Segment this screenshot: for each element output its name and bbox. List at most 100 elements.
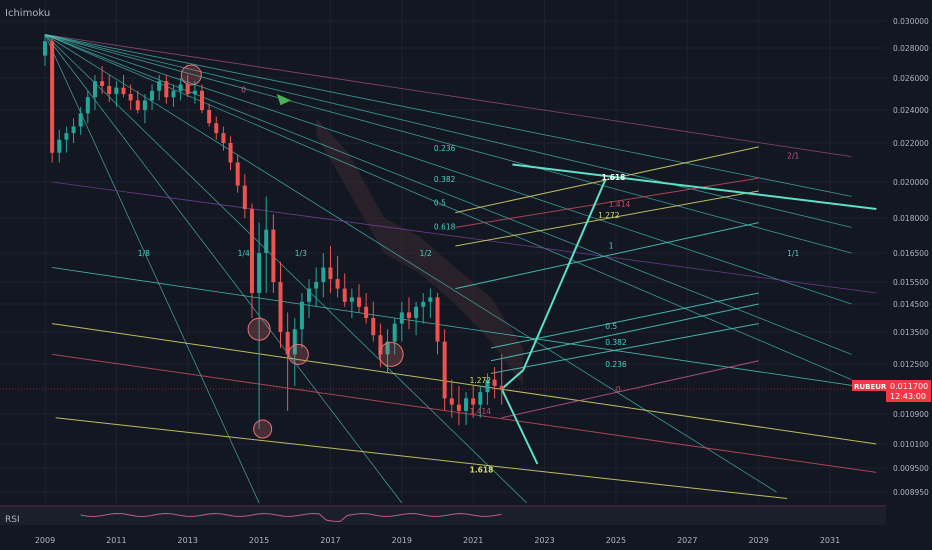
flag-marker [276, 94, 292, 106]
fib-level-label: 1/3 [295, 249, 307, 258]
candle-body [385, 341, 390, 355]
candle-body [207, 110, 212, 124]
candle-body [135, 100, 140, 110]
candle-body [271, 229, 276, 282]
candle-body [321, 267, 326, 282]
candle-body [442, 341, 447, 399]
channel-line [52, 353, 877, 473]
time-tick-label: 2031 [820, 536, 840, 545]
candle-body [78, 113, 83, 127]
fan-line [44, 34, 852, 380]
fib-level-label: 0.5 [605, 322, 617, 331]
projection-line [455, 146, 759, 214]
candle-body [85, 97, 90, 114]
candle-body [200, 90, 204, 110]
candle-body [114, 87, 119, 94]
candle-body [278, 282, 283, 332]
candle-body [71, 126, 76, 134]
candle-body [335, 279, 340, 289]
fib-level-label: 1.414 [470, 407, 492, 416]
projection-line [455, 190, 759, 247]
time-axis[interactable]: 2009 2011 2013 2015 2017 2019 2021 2023 2025 2027… [0, 530, 932, 550]
candle-body [257, 253, 262, 293]
candle-body [185, 84, 190, 94]
symbol-badge: RUBEUR 0.011700 12:43:00 [852, 380, 931, 402]
candle-body [449, 398, 454, 405]
price-tag [886, 380, 931, 402]
fib-level-label: 1.272 [470, 376, 492, 385]
candle-body [121, 87, 126, 94]
target-line [512, 163, 877, 210]
candle-body [100, 81, 105, 86]
candle-body [192, 90, 197, 94]
candle-body [328, 267, 333, 280]
channel-line [52, 323, 877, 445]
candle-body [414, 306, 419, 318]
candle-body [264, 229, 269, 253]
candle-body [299, 301, 304, 330]
circle-mark [247, 317, 271, 341]
candle-body [378, 335, 383, 355]
price-tick-label: 0.010900 [893, 410, 929, 419]
price-axis-bg [886, 0, 932, 530]
time-tick-label: 2029 [748, 536, 768, 545]
projection-line [455, 177, 759, 228]
fan-line [44, 34, 852, 197]
fan-line [44, 34, 777, 493]
price-tick-label: 0.024000 [893, 106, 929, 115]
circle-mark [378, 341, 404, 367]
candle-body [307, 288, 312, 302]
candles [43, 34, 504, 429]
fib-level-label: 0.618 [434, 223, 456, 232]
candle-body [150, 90, 155, 101]
time-axis-bg [0, 530, 932, 550]
indicator-label[interactable]: Ichimoku [5, 8, 50, 19]
candle-body [249, 209, 254, 293]
fib-level-label: 1/2 [420, 249, 432, 258]
price-tick-label: 0.008950 [893, 488, 929, 497]
fan-line [44, 34, 403, 504]
projection-path-up [501, 179, 607, 390]
candle-body [221, 133, 226, 143]
fib-level-label: 1.618 [602, 173, 626, 182]
time-tick-label: 2011 [106, 536, 126, 545]
candle-body [235, 162, 240, 186]
price-tick-label: 0.020000 [893, 178, 929, 187]
time-tick-label: 2023 [534, 536, 554, 545]
candle-body [471, 398, 476, 405]
fan-line [44, 34, 852, 158]
candle-body [464, 398, 469, 411]
price-tick-label: 0.026000 [893, 74, 929, 83]
price-tick-label: 0.022000 [893, 139, 929, 148]
fib-level-label: 0.382 [434, 175, 456, 184]
price-tick-label: 0.009500 [893, 464, 929, 473]
fib-labels: 0 0.236 0.382 0.5 0.618 1/8 1/4 1/3 1/2 1/1 2/1 1.6… [138, 85, 800, 474]
candle-body [242, 185, 247, 209]
symbol-name: RUBEUR [854, 383, 887, 391]
price-tick-label: 0.018000 [893, 214, 929, 223]
price-tick-label: 0.012500 [893, 360, 929, 369]
fib-level-label: 0 [616, 385, 621, 394]
candle-body [292, 329, 297, 355]
fan-line [44, 34, 852, 254]
price-tick-label: 0.016500 [893, 249, 929, 258]
candle-body [128, 94, 133, 101]
candle-body [285, 332, 290, 355]
candle-body [157, 81, 162, 91]
candle-body [142, 100, 147, 110]
candle-body [364, 306, 369, 318]
time-tick-label: 2019 [392, 536, 412, 545]
candle-body [478, 392, 483, 405]
candle-body [171, 90, 176, 98]
channel-line [52, 267, 877, 390]
candle-body [499, 385, 504, 389]
price-tick-label: 0.013500 [893, 328, 929, 337]
fib-level-label: 1 [609, 241, 614, 250]
candle-body [435, 297, 440, 342]
candle-body [485, 379, 490, 393]
projection-line [455, 222, 759, 290]
candle-body [399, 312, 404, 324]
fan-line [44, 34, 852, 228]
price-axis[interactable]: 0.030000 0.028000 0.026000 0.024000 0.022000… [886, 0, 932, 530]
